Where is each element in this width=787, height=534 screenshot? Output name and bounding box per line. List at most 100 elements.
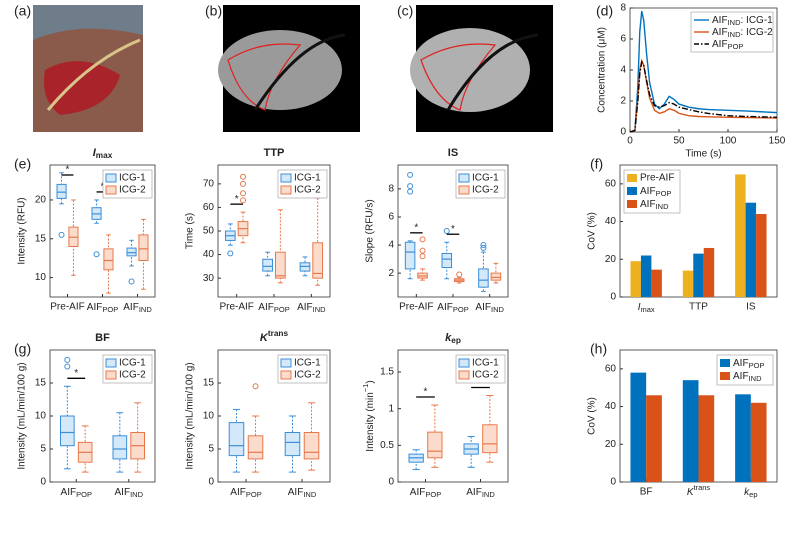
x-tick-label-sub: max [640,305,654,314]
panel-title: IS [448,147,458,159]
legend-label: ICG-1 [119,358,146,369]
photo-a [33,5,143,133]
outlier [240,190,247,197]
legend-label: AIFIND: ICG-1 [712,15,773,27]
bar [682,380,699,482]
panel-label: (c) [397,3,413,19]
y-tick-label: 40 [605,401,617,412]
outlier [240,180,247,187]
box [60,415,75,447]
outlier [64,363,71,370]
panel-title: Ktrans [260,329,289,344]
x-tick-label: AIFPOP [437,302,468,314]
legend-swatch [458,173,470,183]
box [228,422,245,457]
x-tick-label-main: AIF [475,302,491,313]
box [284,432,301,457]
legend-label: AIFPOP [733,358,764,370]
legend-label: ICG-2 [294,370,321,381]
y-axis-label: Intensity (mL/min/100 g) [17,362,28,469]
axes-frame [397,349,509,483]
legend-swatch [627,200,637,208]
legend-label-main: AIF [640,186,656,197]
significance-star: * [414,222,418,233]
x-tick-label: Ktrans [687,483,711,498]
panel-title-sup: trans [268,329,289,338]
panel-title-main: K [260,332,269,344]
y-tick-label: 10 [35,411,47,422]
significance-star: * [74,368,78,379]
legend-label: ICG-1 [119,173,146,184]
legend-label: ICG-2 [119,185,146,196]
x-tick-label-sub: IND [303,490,317,499]
legend-swatch [280,185,292,195]
bar [646,395,662,482]
y-tick-label: 15 [35,378,47,389]
y-tick-label: 4 [620,65,626,76]
x-tick-label-sup: trans [693,483,710,492]
outlier [240,173,247,180]
legend-swatch [458,185,470,195]
legend-swatch [720,359,730,367]
y-axis-label: Slope (RFU/s) [365,199,376,262]
box [427,431,443,459]
y-tick-label: 0.5 [380,440,394,451]
x-tick-label-main: AIF [230,487,246,498]
panel-label: (e) [14,156,31,172]
legend-label-main: AIF [712,39,728,50]
legend-label-sub: IND [728,30,742,39]
x-tick-label-main: AIF [123,302,139,313]
legend-label: ICG-2 [472,185,499,196]
line-series [629,60,778,133]
y-axis-label: Intensity (RFU) [17,197,28,264]
bar [630,261,641,297]
outlier [480,244,487,251]
x-tick-label-sub: IND [130,490,144,499]
outlier [419,247,426,254]
y-tick-label: 0 [208,477,214,488]
x-tick-label: Imax [638,302,655,314]
box [112,435,128,460]
y-axis-label: Intensity (mL/min/100 g) [185,362,196,469]
x-tick-label: AIFPOP [258,302,289,314]
x-tick-label: AIFIND [475,302,504,314]
legend-label-sub: IND [728,18,742,27]
legend-label: AIFIND [733,371,762,383]
y-tick-label: 0 [620,127,626,138]
y-tick-label: 10 [35,272,47,283]
x-tick-label: AIFPOP [61,487,92,499]
y-tick-label: 40 [605,216,617,227]
outlier [407,183,414,190]
legend-label: ICG-2 [472,370,499,381]
legend-swatch [105,173,117,183]
x-tick-label-sub: IND [313,305,327,314]
legend-label: ICG-2 [294,185,321,196]
legend-label-main: AIF [733,358,749,369]
y-tick-label: 6 [620,34,626,45]
box [478,268,489,288]
x-tick-label-main: I [638,302,641,313]
x-tick-label: 100 [720,136,737,147]
box [441,252,453,269]
legend-label-main: AIF [733,371,749,382]
x-tick-label-main: AIF [410,487,426,498]
outlier [240,197,247,204]
bar [693,253,704,297]
y-tick-label: 20 [35,195,47,206]
legend-swatch [720,372,730,380]
y-tick-label: 5 [40,444,46,455]
x-tick-label-main: AIF [115,487,131,498]
x-tick-label: Pre-AIF [50,302,84,313]
y-tick-label: 0 [610,292,616,303]
x-tick-label: TTP [689,302,708,313]
y-tick-label: 4 [388,240,394,251]
box [247,435,264,460]
bar [682,270,694,297]
y-tick-label: 20 [605,439,617,450]
x-tick-label-sub: POP [246,490,262,499]
legend-label-main: AIF [712,15,728,26]
legend-label-rest: : ICG-1 [740,15,773,26]
legend-swatch [105,185,117,195]
outlier [64,356,71,363]
x-tick-label-sub: IND [491,305,505,314]
